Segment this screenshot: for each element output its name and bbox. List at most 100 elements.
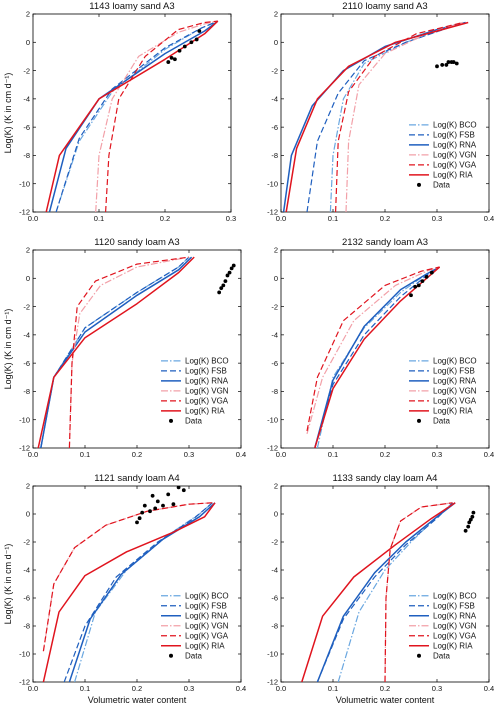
y-tick-label: -6	[271, 359, 278, 368]
legend-label: Log(K) RNA	[433, 377, 477, 386]
plot-frame	[32, 485, 242, 683]
legend-label: Log(K) FSB	[433, 131, 475, 140]
data-point	[444, 63, 449, 67]
plot-frame	[32, 13, 232, 213]
data-point	[470, 514, 475, 519]
legend-label: Log(K) FSB	[185, 602, 227, 611]
series-line-logkrna	[314, 266, 440, 448]
x-tick-label: 0.4	[484, 450, 494, 459]
y-tick-label: -2	[271, 538, 278, 547]
x-tick-label: 0.2	[160, 214, 170, 223]
y-tick-label: -2	[23, 302, 30, 311]
series-line-logkbco	[40, 256, 190, 448]
chart-panel-5: 1121 sandy loam A4 0.0 0.1 0.2 0.3 0.4 -12 -10 -…	[3, 473, 246, 705]
plot-frame	[32, 249, 242, 449]
y-tick-label: -4	[271, 331, 278, 340]
data-point	[176, 486, 181, 490]
series-line-logkrna	[282, 21, 466, 212]
legend-label: Log(K) BCO	[433, 357, 477, 366]
series-line-logkvga	[105, 20, 218, 212]
y-tick-label: -10	[19, 179, 30, 188]
x-tick-label: 0.2	[380, 684, 390, 693]
data-point	[161, 503, 165, 508]
y-tick-label: -4	[271, 566, 278, 575]
x-tick-label: 0.1	[80, 684, 90, 693]
legend-label: Log(K) BCO	[185, 357, 229, 366]
legend-label: Log(K) BCO	[433, 592, 477, 601]
y-tick-label: -2	[23, 66, 30, 75]
plot-area	[45, 20, 219, 212]
y-tick-label: -6	[23, 594, 30, 603]
chart-title: 2132 sandy loam A3	[342, 237, 428, 248]
x-tick-label: 0.4	[484, 684, 494, 693]
legend-marker	[417, 653, 421, 658]
x-tick-label: 0.0	[276, 450, 286, 459]
series-line-logkfsb	[314, 266, 440, 448]
legend-marker	[417, 182, 421, 187]
series-line-logkvga	[384, 502, 453, 682]
series-line-logkbco	[329, 21, 464, 212]
legend-label: Log(K) VGA	[433, 161, 477, 170]
y-tick-label: 2	[274, 482, 278, 491]
legend-label: Log(K) RNA	[433, 612, 477, 621]
data-point	[227, 270, 232, 275]
legend-label: Data	[185, 417, 202, 426]
data-point	[173, 57, 177, 62]
x-tick-label: 0.0	[28, 214, 38, 223]
legend-label: Log(K) VGN	[185, 622, 229, 631]
data-point	[155, 499, 160, 504]
x-tick-label: 0.3	[184, 450, 194, 459]
legend-label: Log(K) RIA	[433, 171, 473, 180]
legend-label: Data	[433, 417, 450, 426]
y-tick-label: -6	[271, 594, 278, 603]
chart-title: 1143 loamy sand A3	[89, 1, 174, 12]
x-tick-label: 0.1	[328, 450, 338, 459]
data-point	[153, 506, 158, 511]
series-line-logkria	[314, 266, 441, 448]
series-line-logkfsb	[55, 20, 219, 212]
data-point	[135, 520, 139, 525]
data-point	[148, 509, 152, 514]
x-tick-label: 0.2	[132, 684, 142, 693]
plot-area	[282, 21, 469, 212]
y-tick-label: 2	[26, 246, 30, 255]
chart-title: 2110 loamy sand A3	[342, 1, 427, 12]
data-point	[424, 274, 429, 279]
series-line-logkvga	[335, 21, 464, 212]
series-line-logkvga	[306, 266, 440, 432]
y-tick-label: -2	[23, 538, 30, 547]
data-point	[440, 63, 445, 67]
series-line-logkbco	[55, 20, 219, 212]
chart-panel-2: 2110 loamy sand A3 0.0 0.1 0.2 0.3 0.4 -12 -10 -…	[267, 1, 494, 223]
series-line-logkbco	[316, 266, 440, 448]
data-point	[223, 279, 228, 284]
y-tick-label: 2	[26, 10, 30, 19]
legend-label: Log(K) VGN	[433, 151, 477, 160]
y-tick-label: 0	[274, 510, 278, 519]
data-point	[468, 517, 473, 522]
legend-label: Log(K) VGN	[433, 387, 477, 396]
y-tick-label: -12	[19, 444, 30, 453]
series-line-logkvgn	[68, 256, 190, 448]
x-tick-label: 0.0	[28, 450, 38, 459]
series-line-logkvga	[68, 256, 190, 448]
data-point	[451, 60, 456, 64]
x-tick-label: 0.1	[80, 450, 90, 459]
x-tick-label: 0.3	[432, 214, 442, 223]
y-tick-label: 0	[26, 274, 30, 283]
legend-label: Log(K) VGN	[185, 387, 229, 396]
plot-area	[37, 256, 236, 448]
series-line-logkria	[37, 256, 195, 448]
y-tick-label: -8	[23, 387, 30, 396]
y-tick-label: 0	[274, 38, 278, 47]
y-tick-label: -10	[267, 415, 278, 424]
legend-label: Log(K) VGA	[433, 397, 477, 406]
y-axis-label: Log(K) (K in cm d⁻¹)	[3, 309, 13, 390]
data-point	[150, 493, 155, 498]
x-tick-label: 0.4	[236, 450, 246, 459]
y-tick-label: -12	[267, 444, 278, 453]
x-tick-label: 0.3	[226, 214, 236, 223]
data-point	[142, 503, 147, 508]
data-point	[189, 40, 194, 45]
series-line-logkrna	[316, 502, 456, 682]
